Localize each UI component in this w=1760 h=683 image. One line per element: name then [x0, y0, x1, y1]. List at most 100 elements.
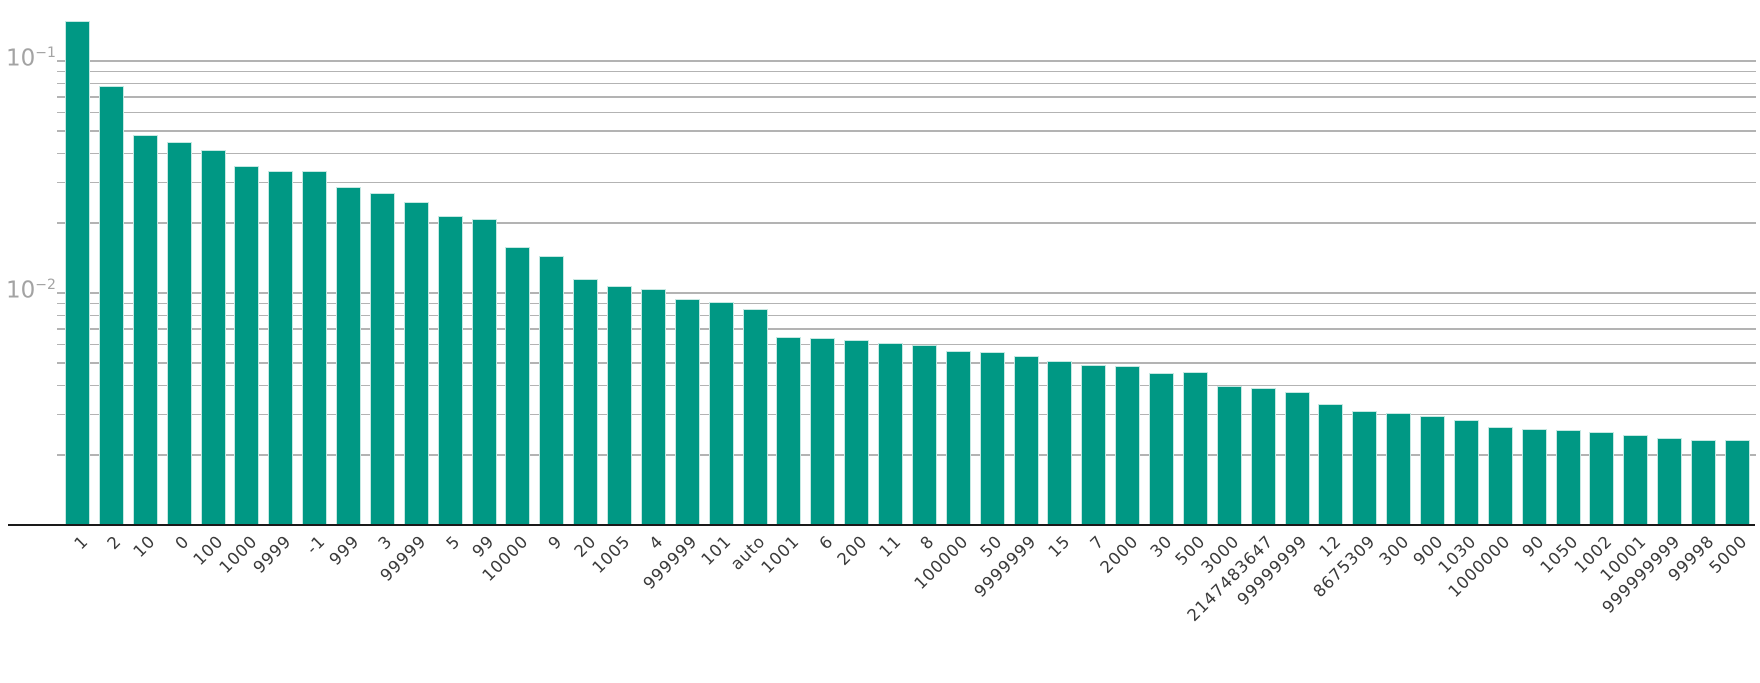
bar: [1623, 435, 1649, 526]
bar: [844, 340, 870, 526]
gridline: [57, 302, 1756, 305]
bar: [1250, 388, 1276, 526]
bar: [336, 187, 362, 526]
x-axis-tick-label: 1050: [1536, 531, 1582, 578]
bar: [979, 351, 1005, 526]
x-axis-tick-label: 3: [374, 531, 397, 554]
bar: [234, 165, 260, 526]
gridline: [57, 362, 1756, 364]
bar: [607, 286, 633, 526]
bar: [1013, 356, 1039, 526]
bar: [573, 278, 599, 526]
bar: [911, 344, 937, 526]
gridline: [57, 181, 1756, 184]
gridline: [57, 222, 1756, 224]
y-tick-exponent: −1: [35, 45, 56, 61]
bar: [640, 289, 666, 526]
x-axis-tick-label: 300: [1375, 531, 1413, 570]
y-tick-base: 10: [6, 277, 36, 304]
x-axis-line: [8, 523, 1755, 527]
y-tick-exponent: −2: [35, 277, 56, 293]
bar: [98, 86, 124, 526]
x-axis-tick-label: 11: [875, 531, 905, 562]
bar: [742, 309, 768, 526]
bar: [1047, 361, 1073, 526]
gridline: [57, 413, 1756, 416]
x-axis-tick-label: 2000: [1096, 531, 1142, 578]
bar: [132, 134, 158, 526]
gridline: [57, 343, 1756, 346]
y-axis-tick-label: 10−1: [6, 45, 56, 73]
bar: [810, 337, 836, 526]
gridline: [57, 60, 1756, 62]
x-axis-tick-label: 5: [442, 531, 465, 554]
bar: [1555, 429, 1581, 526]
gridline: [57, 96, 1756, 98]
bar: [1149, 372, 1175, 526]
gridline: [57, 82, 1756, 85]
gridline: [57, 70, 1756, 73]
bar: [1724, 440, 1750, 526]
x-axis-tick-label: 2: [103, 531, 126, 554]
bar: [708, 302, 734, 526]
x-axis-tick-label: 1000: [215, 531, 261, 578]
gridline: [57, 152, 1756, 155]
bar: [776, 337, 802, 526]
bar: [1352, 411, 1378, 526]
bar: [268, 170, 294, 526]
gridline: [57, 384, 1756, 387]
bar: [539, 256, 565, 526]
bar: [437, 215, 463, 526]
x-axis-tick-label: 1: [69, 531, 92, 554]
bar: [166, 141, 192, 526]
x-axis-tick-label: -1: [302, 531, 329, 558]
bar: [1589, 431, 1615, 526]
gridline: [57, 328, 1756, 330]
x-axis-tick-label: 200: [833, 531, 871, 570]
bar: [1521, 429, 1547, 526]
gridline: [57, 130, 1756, 132]
bar: [302, 171, 328, 526]
x-axis-tick-label: 9: [544, 531, 566, 554]
x-axis-tick-label: 0: [171, 531, 194, 554]
x-axis-tick-label: 999: [325, 531, 363, 570]
gridline: [57, 111, 1756, 114]
bar: [1453, 419, 1479, 526]
bar: [1115, 366, 1141, 526]
bar: [1318, 404, 1344, 526]
bar: [403, 201, 429, 526]
x-axis-tick-label: 4: [645, 531, 668, 554]
bar: [65, 20, 90, 526]
gridline: [57, 454, 1756, 456]
bar: [945, 351, 971, 526]
x-axis-tick-label: 30: [1146, 531, 1176, 562]
gridline: [57, 314, 1756, 317]
bar: [200, 150, 226, 526]
bar: [369, 192, 395, 526]
bar: [1081, 364, 1107, 526]
bar: [1216, 386, 1242, 526]
bar: [1386, 412, 1412, 526]
x-axis-tick-label: 9999: [249, 531, 295, 578]
x-axis-tick-label: 15: [1044, 531, 1074, 562]
x-axis-tick-label: 5000: [1705, 531, 1752, 578]
y-tick-base: 10: [6, 45, 36, 72]
x-axis-tick-label: 7: [1086, 531, 1108, 554]
bar: [1284, 392, 1310, 526]
bar: [505, 246, 531, 526]
x-axis-tick-label: 10: [129, 531, 160, 562]
bar: [1487, 427, 1513, 526]
bar: [1182, 372, 1208, 526]
y-axis-tick-label: 10−2: [6, 277, 56, 305]
bar: [878, 342, 904, 526]
x-axis-tick-label: 1001: [757, 531, 803, 578]
x-axis-tick-label: 1005: [588, 531, 634, 578]
bar: [1691, 440, 1717, 526]
bar: [471, 219, 497, 526]
bar: [1420, 416, 1446, 526]
bar: [1657, 438, 1683, 526]
gridline: [57, 292, 1756, 294]
x-axis-tick-label: 6: [815, 531, 837, 554]
x-axis-tick-label: 8: [916, 531, 939, 554]
